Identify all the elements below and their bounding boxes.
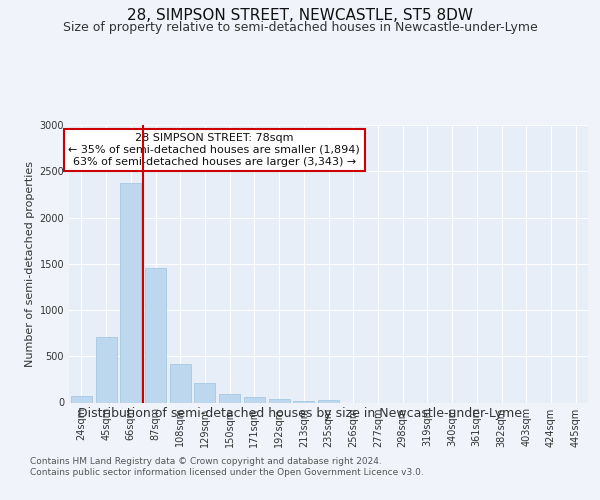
Bar bbox=[120, 183, 141, 402]
Text: Size of property relative to semi-detached houses in Newcastle-under-Lyme: Size of property relative to semi-detach… bbox=[62, 21, 538, 34]
Bar bbox=[293, 400, 314, 402]
Bar bbox=[244, 397, 265, 402]
Bar bbox=[170, 364, 191, 403]
Bar bbox=[71, 396, 92, 402]
Bar bbox=[95, 337, 116, 402]
Bar bbox=[194, 383, 215, 402]
Bar bbox=[318, 400, 339, 402]
Y-axis label: Number of semi-detached properties: Number of semi-detached properties bbox=[25, 161, 35, 367]
Bar bbox=[145, 268, 166, 402]
Bar bbox=[269, 399, 290, 402]
Text: Contains HM Land Registry data © Crown copyright and database right 2024.
Contai: Contains HM Land Registry data © Crown c… bbox=[30, 458, 424, 477]
Text: 28 SIMPSON STREET: 78sqm
← 35% of semi-detached houses are smaller (1,894)
63% o: 28 SIMPSON STREET: 78sqm ← 35% of semi-d… bbox=[68, 134, 360, 166]
Text: Distribution of semi-detached houses by size in Newcastle-under-Lyme: Distribution of semi-detached houses by … bbox=[78, 408, 522, 420]
Bar bbox=[219, 394, 240, 402]
Text: 28, SIMPSON STREET, NEWCASTLE, ST5 8DW: 28, SIMPSON STREET, NEWCASTLE, ST5 8DW bbox=[127, 8, 473, 22]
